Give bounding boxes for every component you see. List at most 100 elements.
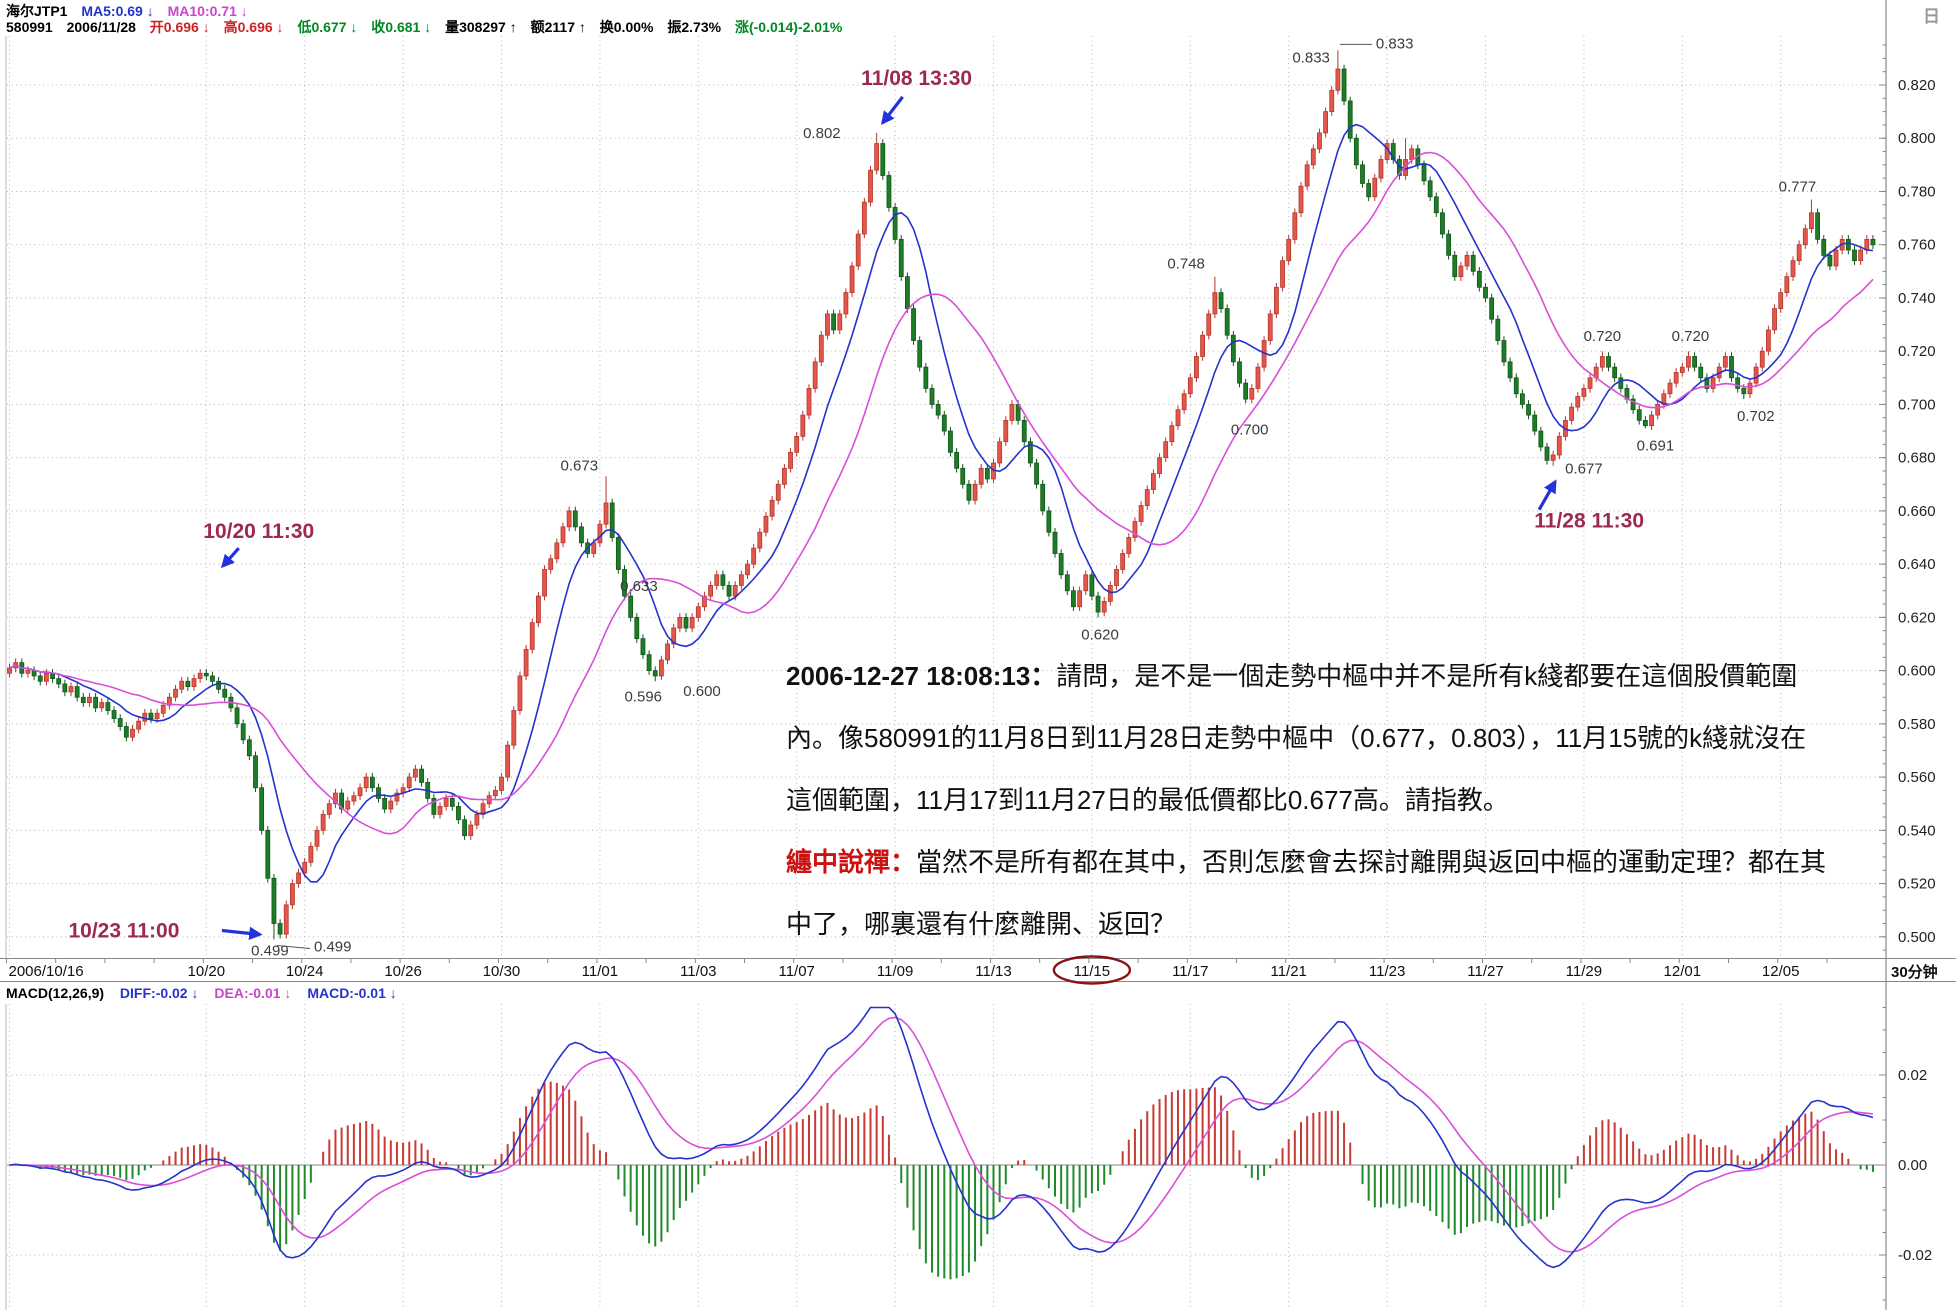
note-arrow-icon: [221, 926, 263, 941]
y-axis-label: 0.780: [1898, 183, 1936, 200]
period-label[interactable]: 30分钟: [1891, 964, 1938, 981]
y-axis-label: 0.700: [1898, 396, 1936, 413]
datetime-annotations: 11/08 13:30 10/20 11:30 10/23 11:00 11/28 1…: [68, 67, 1644, 943]
qa-line-3: 這個範圍，11月17到11月27日的最低價都比0.677高。請指教。: [786, 785, 1509, 815]
price-annotation: 0.702: [1737, 408, 1775, 425]
price-annotation: 0.499: [314, 938, 352, 955]
qa-line-5: 中了，哪裏還有什麼離開、返回？: [786, 909, 1177, 939]
y-axis-label: 0.580: [1898, 716, 1936, 733]
open-value: 开0.696 ↓: [149, 19, 210, 35]
qa-line-2: 內。像580991的11月8日到11月28日走勢中樞中（0.677，0.803）…: [786, 723, 1807, 753]
low-value: 低0.677 ↓: [297, 19, 358, 35]
x-axis-label: 11/29: [1566, 963, 1602, 980]
ma-line-ma5: [9, 123, 1874, 883]
price-annotation: 0.677: [1565, 461, 1603, 478]
y-axis-label: 0.560: [1898, 769, 1936, 786]
close-value: 收0.681 ↓: [371, 19, 432, 35]
candles-group: [7, 50, 1876, 940]
dea-line: [9, 1016, 1874, 1253]
y-axis-label: 0.640: [1898, 556, 1936, 573]
price-annotation: 0.620: [1081, 626, 1119, 643]
y-axis-label: 0.540: [1898, 822, 1936, 839]
ma5-value: MA5:0.69 ↓: [81, 3, 154, 19]
macd-y-axis-label: -0.02: [1898, 1247, 1932, 1264]
quote-date: 2006/11/28: [66, 19, 136, 35]
high-value: 高0.696 ↓: [223, 19, 284, 35]
price-annotation: 0.499: [251, 942, 289, 959]
x-axis-label: 2006/10/16: [9, 963, 84, 980]
qa-annotation-block: 2006-12-27 18:08:13：請問，是不是一個走勢中樞中并不是所有k綫…: [786, 645, 1891, 955]
y-axis-label: 0.760: [1898, 237, 1936, 254]
y-axis-label: 0.500: [1898, 929, 1936, 946]
price-annotation: 0.633: [620, 578, 658, 595]
diff-value: DIFF:-0.02 ↓: [119, 985, 199, 1001]
price-annotation: 0.596: [624, 688, 662, 705]
macd-y-axis-label: 0.00: [1898, 1157, 1927, 1174]
daily-period-icon[interactable]: 日: [1923, 7, 1940, 26]
note-arrow-icon: [1537, 479, 1557, 511]
x-axis-label: 11/09: [877, 963, 913, 980]
datetime-annotation: 10/23 11:00: [68, 919, 179, 942]
amount-value: 额2117 ↑: [530, 19, 586, 35]
price-annotation: 0.700: [1231, 421, 1269, 438]
macd-params: MACD(12,26,9): [6, 985, 105, 1001]
stock-code: 580991: [6, 19, 53, 35]
qa-timestamp: 2006-12-27 18:08:13：: [786, 661, 1057, 691]
highlight-circle-11-15: [1052, 955, 1132, 985]
qa-line-4: 纏中說禪：當然不是所有都在其中，否則怎麼會去探討離開與返回中樞的運動定理？都在其: [786, 831, 1891, 893]
price-annotation: 0.748: [1167, 256, 1205, 273]
macd-header: MACD(12,26,9) DIFF:-0.02 ↓ DEA:-0.01 ↓ M…: [6, 985, 409, 1001]
price-annotation: 0.720: [1672, 328, 1710, 345]
note-arrow-icon: [220, 547, 240, 569]
volume-value: 量308297 ↑: [445, 19, 517, 35]
y-axis-label: 0.660: [1898, 503, 1936, 520]
diff-line: [9, 1006, 1874, 1269]
price-annotation: 0.777: [1779, 178, 1817, 195]
x-axis: 2006/10/16 10/20 10/24 10/26 10/30 11/01 11/03…: [6, 955, 1828, 985]
x-axis-label: 11/13: [975, 963, 1011, 980]
price-annotation: 0.833: [1376, 35, 1414, 52]
price-annotations: 0.802 0.833 0.833 0.748 0.700 0.673 0.633 0.596…: [251, 35, 1816, 959]
x-axis-label: 11/15: [1074, 963, 1110, 980]
turnover-value: 换0.00%: [599, 19, 654, 35]
price-annotation: 0.691: [1637, 437, 1675, 454]
datetime-annotation: 11/08 13:30: [861, 67, 972, 90]
amplitude-value: 振2.73%: [667, 19, 722, 35]
stock-name: 海尔JTP1: [6, 3, 68, 19]
y-axis-label: 0.800: [1898, 130, 1936, 147]
price-annotation: 0.802: [803, 125, 841, 142]
x-axis-label: 11/01: [582, 963, 618, 980]
macd-histogram: [33, 1081, 1874, 1280]
y-axis-label: 0.600: [1898, 663, 1936, 680]
datetime-annotation: 10/20 11:30: [203, 520, 314, 543]
x-axis-label: 10/24: [286, 963, 324, 980]
x-axis-label: 11/07: [778, 963, 814, 980]
datetime-annotation: 11/28 11:30: [1534, 510, 1644, 533]
y-axis-label: 0.620: [1898, 609, 1936, 626]
y-axis-label: 0.680: [1898, 450, 1936, 467]
note-arrow-icon: [881, 95, 904, 126]
header-line1: 海尔JTP1 MA5:0.69 ↓ MA10:0.71 ↓: [6, 1, 258, 21]
x-axis-label: 11/23: [1369, 963, 1405, 980]
x-axis-label: 11/03: [680, 963, 716, 980]
qa-question-text: 請問，是不是一個走勢中樞中并不是所有k綫都要在這個股價範圍: [1056, 661, 1798, 691]
qa-line-1: 2006-12-27 18:08:13：請問，是不是一個走勢中樞中并不是所有k綫…: [786, 645, 1891, 707]
price-annotation: 0.833: [1292, 49, 1330, 66]
qa-answer-text: 當然不是所有都在其中，否則怎麼會去探討離開與返回中樞的運動定理？都在其: [916, 847, 1827, 877]
x-axis-label: 12/01: [1664, 963, 1702, 980]
x-axis-label: 11/21: [1270, 963, 1306, 980]
x-axis-label: 10/30: [483, 963, 521, 980]
qa-answer-author: 纏中說禪：: [786, 847, 917, 877]
price-annotation: 0.673: [561, 457, 599, 474]
y-axis-label: 0.520: [1898, 876, 1936, 893]
x-axis-label: 10/26: [384, 963, 422, 980]
x-axis-label: 11/27: [1467, 963, 1503, 980]
y-axis-label: 0.820: [1898, 77, 1936, 94]
price-annotation: 0.720: [1584, 328, 1622, 345]
price-annotation: 0.600: [683, 683, 721, 700]
change-value: 涨(-0.014)-2.01%: [734, 19, 843, 35]
x-axis-label: 11/17: [1172, 963, 1208, 980]
dea-value: DEA:-0.01 ↓: [214, 985, 292, 1001]
ma10-value: MA10:0.71 ↓: [167, 3, 248, 19]
